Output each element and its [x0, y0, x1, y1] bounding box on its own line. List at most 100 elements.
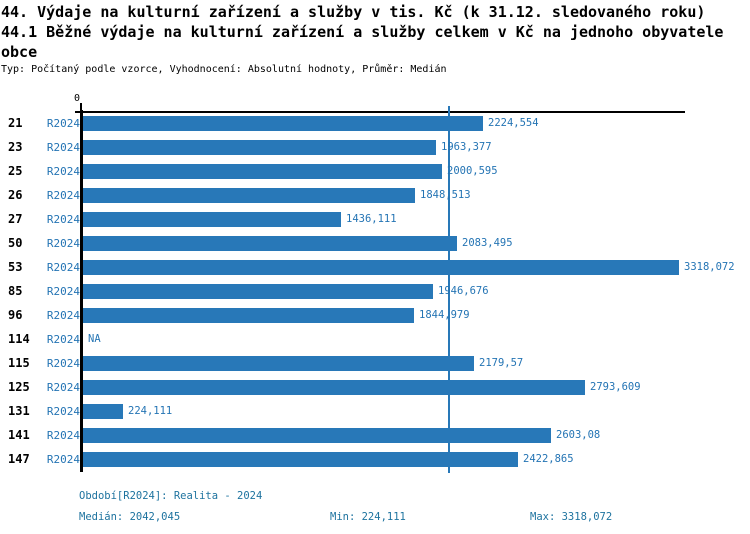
bar-value-label: 2793,609 — [590, 381, 641, 393]
row-series-label: R2024 — [46, 284, 80, 298]
row-id-label: 125 — [8, 380, 30, 394]
bar-area: 1844,979 — [83, 303, 750, 327]
row-id-label: 114 — [8, 332, 30, 346]
bar-area: 1963,377 — [83, 135, 750, 159]
chart-row: 141 R2024 2603,08 — [0, 423, 750, 447]
bar-value-label: 2224,554 — [488, 117, 539, 129]
bar-area: 224,111 — [83, 399, 750, 423]
row-series-label: R2024 — [46, 188, 80, 202]
bar-value-label: 2603,08 — [556, 429, 601, 441]
row-series-label: R2024 — [46, 260, 80, 274]
chart-subtitle: Typ: Počítaný podle vzorce, Vyhodnocení:… — [1, 64, 447, 75]
bar-value-label: 2083,495 — [462, 237, 513, 249]
chart-row: 26 R2024 1848,513 — [0, 183, 750, 207]
row-series-label: R2024 — [46, 332, 80, 346]
chart-row: 114 R2024 NA — [0, 327, 750, 351]
row-series-label: R2024 — [46, 356, 80, 370]
row-id-label: 131 — [8, 404, 30, 418]
bar-value-label: 224,111 — [128, 405, 173, 417]
bar-area: 2179,57 — [83, 351, 750, 375]
chart-row: 115 R2024 2179,57 — [0, 351, 750, 375]
bar — [83, 211, 341, 227]
chart-rows: 21 R2024 2224,554 23 R2024 1963,377 25 R… — [0, 111, 750, 471]
row-series-label: R2024 — [46, 236, 80, 250]
row-id-label: 85 — [8, 284, 23, 298]
row-id-label: 23 — [8, 140, 23, 154]
bar-value-label: 2000,595 — [447, 165, 498, 177]
row-id-label: 26 — [8, 188, 23, 202]
row-series-label: R2024 — [46, 380, 80, 394]
bar-value-label: 1436,111 — [346, 213, 397, 225]
row-id-label: 141 — [8, 428, 30, 442]
chart-row: 23 R2024 1963,377 — [0, 135, 750, 159]
chart-row: 53 R2024 3318,072 — [0, 255, 750, 279]
chart-row: 85 R2024 1946,676 — [0, 279, 750, 303]
row-id-label: 147 — [8, 452, 30, 466]
bar — [83, 451, 518, 467]
bar — [83, 403, 123, 419]
row-series-label: R2024 — [46, 212, 80, 226]
row-id-label: 53 — [8, 260, 23, 274]
bar-area: NA — [83, 327, 750, 351]
row-series-label: R2024 — [46, 140, 80, 154]
bar — [83, 307, 414, 323]
row-id-label: 96 — [8, 308, 23, 322]
row-series-label: R2024 — [46, 164, 80, 178]
bar-area: 2000,595 — [83, 159, 750, 183]
x-axis-origin-tick — [80, 103, 82, 111]
chart-title-line-1: 44. Výdaje na kulturní zařízení a služby… — [1, 3, 706, 21]
bar-area: 2224,554 — [83, 111, 750, 135]
bar — [83, 187, 415, 203]
row-series-label: R2024 — [46, 308, 80, 322]
bar-value-label: 1848,513 — [420, 189, 471, 201]
chart-title-line-3: obce — [1, 43, 38, 61]
bar-value-label: 3318,072 — [684, 261, 735, 273]
x-axis-origin-tick-label: 0 — [74, 93, 81, 104]
bar — [83, 139, 436, 155]
bar-area: 1436,111 — [83, 207, 750, 231]
bar — [83, 163, 442, 179]
bar — [83, 355, 474, 371]
bar — [83, 427, 551, 443]
footer-period-label: Období[R2024]: Realita - 2024 — [79, 490, 263, 502]
footer-median-label: Medián: 2042,045 — [79, 511, 181, 523]
bar-value-label: NA — [88, 333, 101, 345]
bar — [83, 235, 457, 251]
chart-row: 125 R2024 2793,609 — [0, 375, 750, 399]
chart-row: 147 R2024 2422,865 — [0, 447, 750, 471]
bar-value-label: 1963,377 — [441, 141, 492, 153]
row-series-label: R2024 — [46, 428, 80, 442]
chart-row: 96 R2024 1844,979 — [0, 303, 750, 327]
bar-area: 2603,08 — [83, 423, 750, 447]
row-id-label: 50 — [8, 236, 23, 250]
row-series-label: R2024 — [46, 452, 80, 466]
bar — [83, 379, 585, 395]
bar-area: 2083,495 — [83, 231, 750, 255]
row-id-label: 21 — [8, 116, 23, 130]
x-axis-line — [75, 111, 685, 113]
footer-min-label: Min: 224,111 — [330, 511, 406, 523]
bar-area: 2422,865 — [83, 447, 750, 471]
row-id-label: 25 — [8, 164, 23, 178]
y-axis-line — [80, 110, 83, 472]
row-series-label: R2024 — [46, 404, 80, 418]
chart-row: 27 R2024 1436,111 — [0, 207, 750, 231]
row-id-label: 27 — [8, 212, 23, 226]
bar-area: 1848,513 — [83, 183, 750, 207]
row-series-label: R2024 — [46, 116, 80, 130]
median-reference-line — [448, 106, 450, 473]
chart-row: 25 R2024 2000,595 — [0, 159, 750, 183]
chart-row: 131 R2024 224,111 — [0, 399, 750, 423]
chart-row: 50 R2024 2083,495 — [0, 231, 750, 255]
footer-max-label: Max: 3318,072 — [530, 511, 613, 523]
bar-value-label: 2179,57 — [479, 357, 524, 369]
row-id-label: 115 — [8, 356, 30, 370]
chart-row: 21 R2024 2224,554 — [0, 111, 750, 135]
bar-area: 2793,609 — [83, 375, 750, 399]
chart-title-line-2: 44.1 Běžné výdaje na kulturní zařízení a… — [1, 23, 724, 41]
bar-value-label: 1844,979 — [419, 309, 470, 321]
bar-area: 3318,072 — [83, 255, 750, 279]
bar-value-label: 2422,865 — [523, 453, 574, 465]
bar-value-label: 1946,676 — [438, 285, 489, 297]
bar-area: 1946,676 — [83, 279, 750, 303]
